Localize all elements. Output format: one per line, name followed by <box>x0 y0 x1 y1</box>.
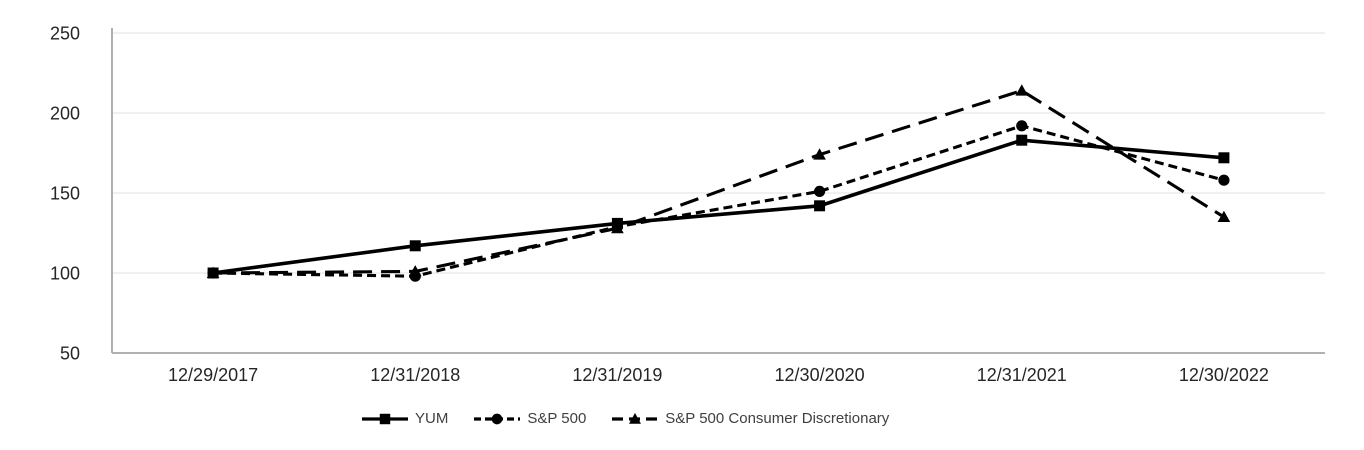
circle-marker <box>813 185 826 197</box>
x-axis-label-12-30-2020: 12/30/2020 <box>775 365 865 385</box>
legend-label-s-p-500: S&P 500 <box>527 410 587 427</box>
legend-glyph-dashed-circle <box>474 413 521 424</box>
y-tick-label-50: 50 <box>60 344 80 364</box>
triangle-marker <box>408 265 422 277</box>
legend-label-yum: YUM <box>415 410 449 427</box>
x-axis-label-12-31-2021: 12/31/2021 <box>977 365 1067 385</box>
x-axis-label-12-31-2019: 12/31/2019 <box>572 365 662 385</box>
triangle-marker <box>611 221 624 234</box>
triangle-marker <box>206 266 220 278</box>
circle-marker <box>492 413 503 424</box>
y-tick-label-250: 250 <box>50 24 80 44</box>
series-line-yum <box>212 138 1225 275</box>
triangle-marker <box>629 412 642 424</box>
chart-legend: YUM S&P 500 S&P 500 Consumer Discretionary <box>362 410 889 427</box>
square-marker <box>379 413 391 424</box>
series-line-s-p-500-consumer-discretionary <box>213 88 1225 275</box>
x-axis-label-12-29-2017: 12/29/2017 <box>168 365 258 385</box>
x-axis-label-12-30-2022: 12/30/2022 <box>1179 365 1269 385</box>
square-marker <box>409 240 421 252</box>
y-tick-label-150: 150 <box>50 184 80 204</box>
legend-item-s-p-500-consumer-discretionary: S&P 500 Consumer Discretionary <box>612 410 889 427</box>
square-marker <box>1218 152 1230 164</box>
legend-label-s-p-500-consumer-discretionary: S&P 500 Consumer Discretionary <box>665 410 890 427</box>
series-line-s-p-500 <box>213 124 1225 278</box>
square-marker <box>814 200 826 212</box>
y-tick-label-100: 100 <box>50 264 80 284</box>
legend-glyph-long-dash-triangle <box>612 412 659 424</box>
legend-glyph-solid-square <box>362 413 408 424</box>
legend-item-yum: YUM <box>362 410 448 427</box>
y-tick-label-200: 200 <box>50 104 80 124</box>
x-axis-label-12-31-2018: 12/31/2018 <box>370 365 460 385</box>
legend-item-s-p-500: S&P 500 <box>474 410 586 427</box>
square-marker <box>1016 134 1028 146</box>
triangle-marker <box>1015 84 1029 96</box>
triangle-marker <box>813 148 826 160</box>
circle-marker <box>1218 174 1230 186</box>
circle-marker <box>1016 120 1028 132</box>
triangle-marker <box>1217 210 1231 222</box>
